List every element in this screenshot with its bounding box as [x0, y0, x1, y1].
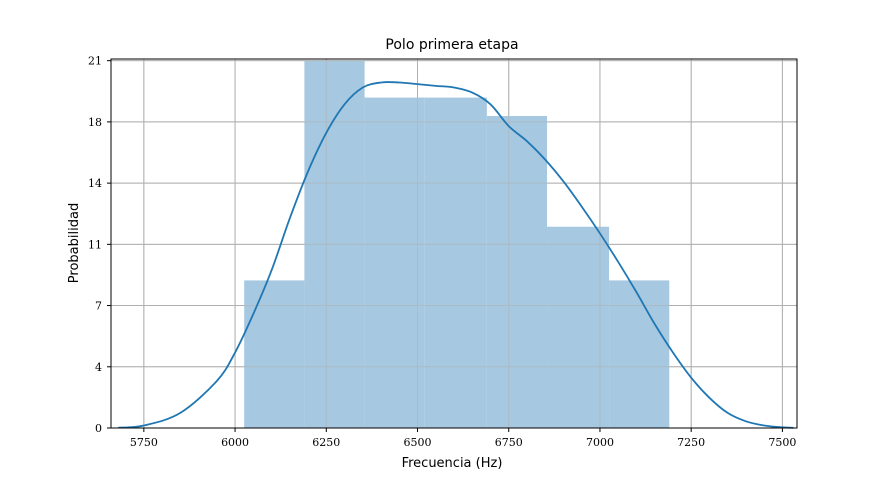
kde-curve-group	[118, 81, 794, 429]
x-axis-title: Frecuencia (Hz)	[402, 456, 503, 471]
x-tick-label: 6500	[404, 436, 432, 449]
histogram-bar	[364, 97, 425, 428]
x-tick-label: 6750	[495, 436, 523, 449]
y-tick-label: 0	[95, 422, 102, 435]
y-tick-label: 14	[88, 177, 102, 190]
y-tick-label: 7	[95, 300, 102, 313]
kde-curve	[118, 81, 794, 429]
histogram-bar	[486, 116, 548, 428]
histogram-bar	[547, 226, 610, 428]
axis-ticks: 5750 6000 6250 6500 6750 7000 7250 7500 0 4 7 11 14 1…	[88, 55, 796, 449]
histogram-bar	[244, 280, 305, 428]
histogram-bar	[609, 280, 670, 428]
plot-frame	[110, 58, 798, 429]
y-tick-label: 4	[95, 361, 102, 374]
x-tick-label: 7500	[768, 436, 796, 449]
histogram-bar	[424, 97, 487, 428]
y-axis-title: Probabilidad	[67, 203, 82, 283]
chart-title: Polo primera etapa	[385, 37, 518, 53]
x-tick-label: 5750	[130, 436, 158, 449]
x-tick-label: 6000	[221, 436, 249, 449]
x-tick-label: 7250	[677, 436, 705, 449]
y-tick-label: 21	[88, 55, 102, 68]
y-tick-label: 18	[88, 116, 102, 129]
y-tick-label: 11	[88, 238, 102, 251]
x-tick-label: 6250	[312, 436, 340, 449]
x-tick-label: 7000	[586, 436, 614, 449]
